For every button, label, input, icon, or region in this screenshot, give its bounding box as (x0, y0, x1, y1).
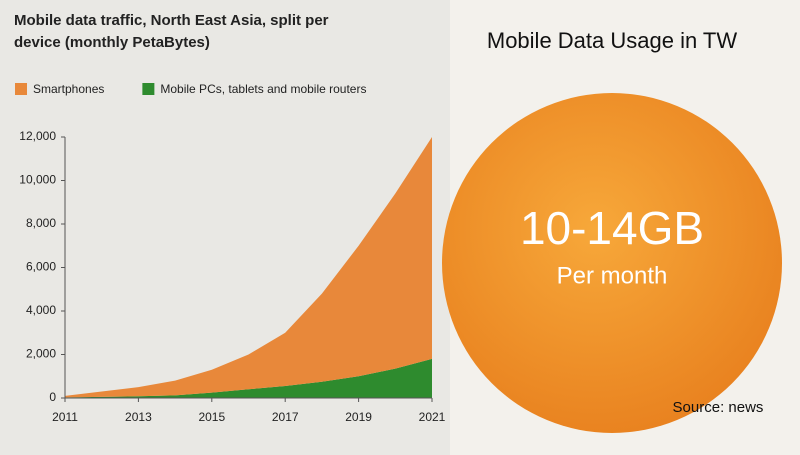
panel-sub-text: Per month (557, 262, 668, 289)
y-tick-label: 12,000 (19, 129, 56, 143)
x-tick-label: 2011 (52, 410, 78, 424)
x-tick-label: 2013 (125, 410, 152, 424)
legend-label: Smartphones (33, 82, 104, 96)
x-tick-label: 2021 (419, 410, 446, 424)
x-tick-label: 2015 (198, 410, 225, 424)
x-tick-label: 2019 (345, 410, 372, 424)
y-tick-label: 8,000 (26, 216, 56, 230)
area (65, 137, 432, 398)
legend-label: Mobile PCs, tablets and mobile routers (160, 82, 366, 96)
y-tick-label: 4,000 (26, 303, 56, 317)
highlight-circle (442, 93, 782, 433)
panel-heading: Mobile Data Usage in TW (487, 28, 737, 53)
x-tick-label: 2017 (272, 410, 299, 424)
y-tick-label: 2,000 (26, 347, 56, 361)
legend-swatch (15, 83, 27, 95)
y-tick-label: 6,000 (26, 260, 56, 274)
chart-title: Mobile data traffic, North East Asia, sp… (14, 12, 329, 51)
panel-big-text: 10-14GB (520, 202, 704, 254)
source-note: Source: news (673, 399, 764, 416)
y-tick-label: 10,000 (19, 173, 56, 187)
legend-swatch (142, 83, 155, 95)
area (65, 358, 432, 398)
y-tick-label: 0 (49, 390, 56, 404)
